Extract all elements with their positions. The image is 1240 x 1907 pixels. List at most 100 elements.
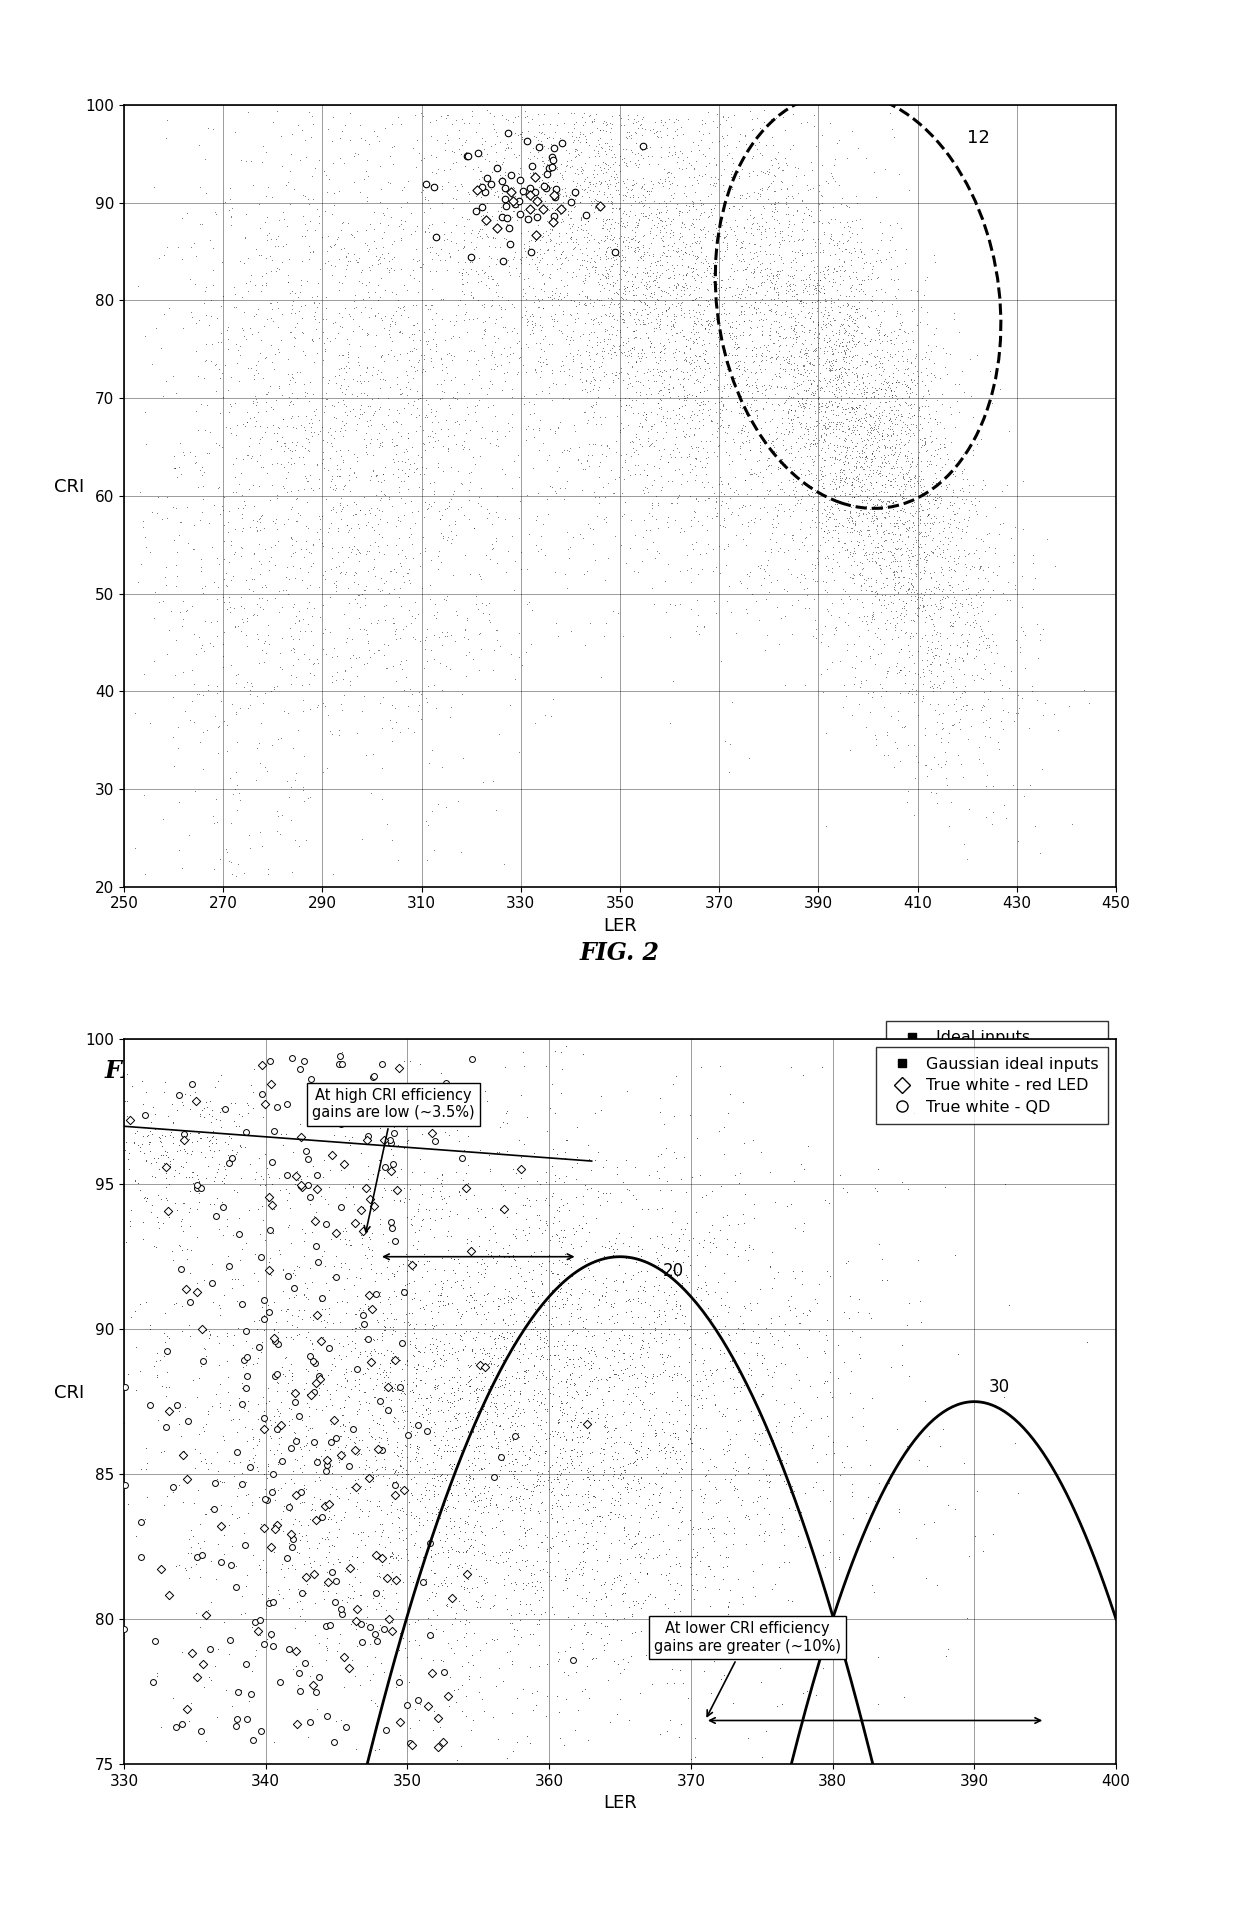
Point xyxy=(924,360,944,391)
Point xyxy=(827,444,847,475)
Point xyxy=(374,1125,394,1156)
Point xyxy=(835,416,854,446)
Point xyxy=(681,402,701,433)
Point xyxy=(835,246,854,277)
Point xyxy=(869,450,889,481)
Point xyxy=(713,1201,733,1232)
Point xyxy=(992,475,1012,505)
Point xyxy=(381,252,401,282)
Point xyxy=(482,1358,502,1388)
Point xyxy=(828,511,848,542)
Point xyxy=(547,242,567,273)
Point xyxy=(635,309,655,339)
Point xyxy=(568,158,588,189)
Point xyxy=(461,1350,481,1381)
Point xyxy=(831,467,851,498)
Point xyxy=(445,505,465,536)
Point xyxy=(311,1306,331,1337)
Point xyxy=(443,1068,463,1098)
Point xyxy=(404,318,424,349)
Point xyxy=(367,492,387,523)
Point xyxy=(402,431,422,461)
Point xyxy=(471,1486,491,1516)
Point xyxy=(497,1428,517,1459)
Point xyxy=(885,486,905,517)
Point xyxy=(531,275,551,305)
Point xyxy=(719,297,739,328)
Point xyxy=(244,538,264,568)
Point xyxy=(382,1373,402,1404)
Point xyxy=(770,313,790,343)
Point xyxy=(713,101,733,132)
Point xyxy=(668,1497,688,1528)
Point xyxy=(836,437,856,467)
Point xyxy=(366,1280,386,1310)
Point xyxy=(295,1219,315,1249)
Point xyxy=(595,261,615,292)
Point xyxy=(430,383,450,414)
Point xyxy=(915,557,935,587)
Point xyxy=(141,1148,161,1179)
Point xyxy=(414,652,434,683)
Point xyxy=(800,303,820,334)
Point xyxy=(663,666,683,696)
Point xyxy=(529,435,549,465)
Point xyxy=(823,345,843,376)
Point xyxy=(448,1447,467,1478)
Point xyxy=(870,406,890,437)
Point xyxy=(940,486,960,517)
Point xyxy=(588,1306,608,1337)
Point xyxy=(937,492,957,523)
Point xyxy=(600,1505,620,1535)
Point xyxy=(347,534,367,564)
Point xyxy=(806,502,826,532)
Point xyxy=(663,122,683,153)
Point xyxy=(200,1322,219,1352)
Point xyxy=(231,145,250,175)
Point xyxy=(466,1375,486,1405)
Point xyxy=(847,393,867,423)
Point xyxy=(459,1451,479,1482)
Point xyxy=(345,439,365,469)
Point xyxy=(733,225,753,256)
Point xyxy=(248,1266,268,1297)
Point xyxy=(611,290,631,320)
Point xyxy=(940,526,960,557)
Point xyxy=(399,1610,419,1640)
Point xyxy=(851,402,870,433)
Point xyxy=(908,502,928,532)
Point xyxy=(804,273,823,303)
Point xyxy=(615,1577,635,1608)
Point xyxy=(858,515,878,545)
Point xyxy=(911,477,931,507)
Point xyxy=(246,1163,265,1194)
Point xyxy=(596,1272,616,1302)
Point xyxy=(977,761,997,791)
Point xyxy=(291,1304,311,1335)
Point xyxy=(777,347,797,378)
Point xyxy=(247,601,267,631)
Point xyxy=(409,252,429,282)
Point xyxy=(578,1617,598,1648)
Point xyxy=(795,574,815,605)
Point xyxy=(656,418,676,448)
Point xyxy=(575,1674,595,1705)
Point xyxy=(470,1135,490,1165)
Point xyxy=(587,408,606,439)
Point xyxy=(616,439,636,469)
Point xyxy=(329,515,348,545)
Point xyxy=(136,1432,156,1463)
Point xyxy=(692,1285,712,1316)
Point xyxy=(786,309,806,339)
Point xyxy=(391,1283,410,1314)
Point xyxy=(619,1524,639,1554)
Point xyxy=(904,400,924,431)
Point xyxy=(649,378,668,408)
Point xyxy=(661,1272,681,1302)
Point xyxy=(873,534,893,564)
Point xyxy=(500,212,520,242)
Point xyxy=(371,687,391,717)
Point xyxy=(484,1360,503,1390)
Point xyxy=(554,1421,574,1451)
Point xyxy=(706,233,725,263)
